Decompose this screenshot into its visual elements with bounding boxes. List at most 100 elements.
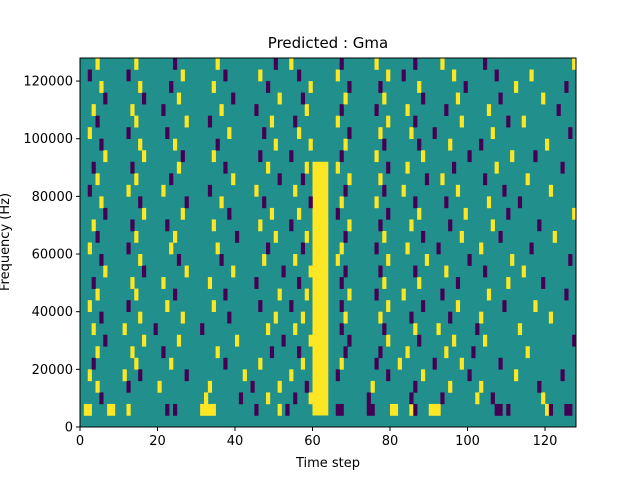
heatmap-cell — [281, 334, 286, 347]
heatmap-cell — [413, 403, 418, 416]
heatmap-cell — [304, 288, 309, 301]
heatmap-cell — [126, 380, 131, 393]
heatmap-cell — [455, 92, 461, 105]
heatmap-cell — [138, 81, 143, 93]
heatmap-cell — [417, 277, 422, 289]
heatmap-cell — [262, 127, 267, 140]
heatmap-cell — [153, 323, 158, 336]
heatmap-cell — [417, 207, 422, 220]
heatmap-cell — [545, 403, 550, 416]
heatmap-cell — [165, 300, 170, 312]
heatmap-cell — [386, 334, 391, 347]
heatmap-cell — [289, 219, 294, 232]
heatmap-cell — [126, 403, 131, 416]
heatmap-cell — [444, 265, 449, 278]
heatmap-cell — [498, 357, 503, 370]
heatmap-cell — [421, 150, 426, 163]
heatmap-cell — [366, 403, 371, 416]
heatmap-cell — [87, 369, 92, 382]
heatmap-cell — [300, 242, 306, 255]
heatmap-cell — [161, 346, 166, 359]
heatmap-cell — [510, 254, 515, 266]
heatmap-cell — [165, 403, 170, 416]
heatmap-cell — [339, 323, 344, 336]
y-axis-ticks: 0 20000 40000 60000 80000 100000 120000 — [23, 75, 80, 436]
heatmap-cell — [281, 265, 286, 278]
heatmap-cell — [486, 104, 492, 116]
heatmap-cell — [173, 403, 178, 416]
heatmap-cell — [339, 196, 344, 209]
heatmap-cell — [207, 380, 213, 393]
heatmap-cell — [122, 369, 127, 382]
heatmap-cell — [308, 81, 313, 93]
heatmap-cell — [207, 403, 213, 416]
heatmap-cell — [498, 92, 503, 105]
heatmap-cell — [134, 173, 139, 186]
heatmap-cell — [130, 161, 135, 174]
heatmap-cell — [258, 69, 263, 82]
heatmap-cell — [370, 380, 375, 393]
heatmap-cell — [343, 184, 348, 197]
heatmap-cell — [444, 346, 449, 359]
heatmap-cell — [339, 277, 344, 289]
heatmap-cell — [300, 173, 306, 186]
heatmap-cell — [138, 196, 143, 209]
heatmap-cell — [277, 403, 282, 416]
heatmap-cell — [494, 161, 499, 174]
heatmap-cell — [169, 173, 174, 186]
heatmap-cell — [87, 300, 92, 312]
heatmap-cell — [525, 173, 530, 186]
heatmap-cell — [424, 254, 430, 266]
heatmap-cell — [142, 92, 147, 105]
heatmap-cell — [448, 138, 453, 151]
heatmap-cell — [560, 161, 565, 174]
heatmap-cell — [134, 115, 139, 128]
heatmap-cell — [343, 311, 348, 324]
heatmap-cell — [297, 207, 302, 220]
heatmap-cell — [347, 334, 352, 347]
heatmap-cell — [173, 58, 178, 70]
heatmap-cell — [219, 196, 224, 209]
heatmap-cell — [250, 380, 255, 393]
heatmap-cell — [273, 58, 278, 70]
heatmap-cell — [293, 115, 298, 128]
heatmap-cell — [413, 115, 418, 128]
heatmap-cell — [366, 392, 371, 405]
heatmap-cell — [452, 334, 457, 347]
y-tick-label: 100000 — [23, 132, 73, 147]
heatmap-cell — [308, 265, 313, 278]
heatmap-cell — [134, 288, 139, 301]
heatmap-cell — [533, 300, 538, 312]
heatmap-cell — [378, 346, 383, 359]
x-tick-label: 120 — [533, 434, 558, 449]
heatmap-cell — [308, 138, 313, 151]
heatmap-cell — [103, 92, 108, 105]
heatmap-cell — [269, 207, 275, 220]
heatmap-cell — [300, 311, 306, 324]
heatmap-cell — [455, 277, 461, 289]
heatmap-cell — [463, 207, 468, 220]
heatmap-cell — [165, 219, 170, 232]
heatmap-cell — [432, 357, 437, 370]
heatmap-cell — [289, 150, 294, 163]
y-tick-label: 120000 — [23, 75, 73, 90]
heatmap-cell — [483, 334, 488, 347]
heatmap-cell — [95, 58, 100, 70]
heatmap-cell — [347, 288, 352, 301]
heatmap-cell — [393, 403, 399, 416]
heatmap-cell — [254, 403, 259, 416]
heatmap-cell — [374, 104, 379, 116]
heatmap-cell — [409, 403, 414, 416]
heatmap-cell — [467, 254, 472, 266]
heatmap-cell — [502, 300, 507, 312]
heatmap-cell — [452, 161, 457, 174]
heatmap-cell — [138, 311, 143, 324]
heatmap-cell — [223, 288, 228, 301]
heatmap-cell — [436, 403, 441, 416]
heatmap-cell — [211, 300, 216, 312]
heatmap-cell — [142, 334, 147, 347]
heatmap-cell — [95, 230, 100, 243]
heatmap-cell — [409, 219, 414, 232]
heatmap-cell — [347, 219, 352, 232]
heatmap-cell — [417, 334, 422, 347]
